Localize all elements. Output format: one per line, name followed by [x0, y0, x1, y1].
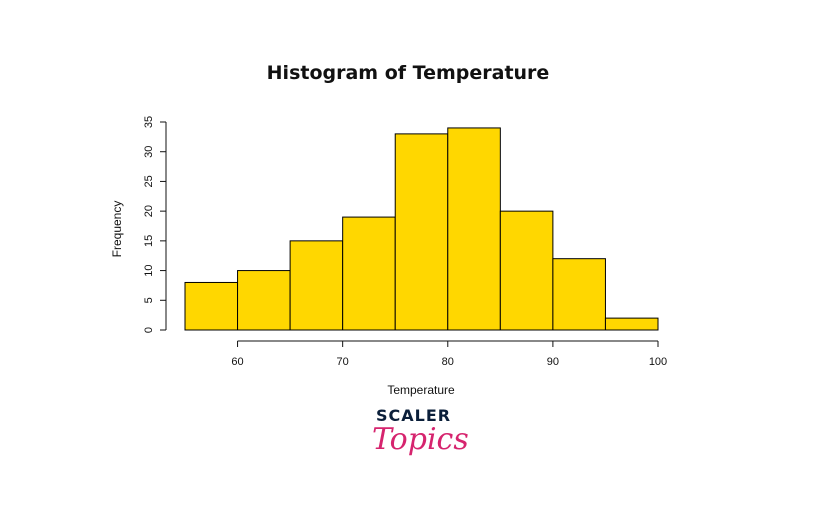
- y-tick-label: 20: [143, 205, 155, 217]
- logo-scaler-text: SCALER: [376, 406, 452, 425]
- y-axis-label: Frequency: [110, 201, 124, 258]
- y-axis: 0 5 10 15 20 25 30 35: [143, 116, 167, 333]
- histogram-bar-65-70: [289, 240, 344, 331]
- x-axis: 60 70 80 90 100: [231, 340, 667, 368]
- histogram-bar-90-95: [552, 258, 606, 331]
- y-tick-label: 10: [143, 264, 155, 276]
- x-axis-label: Temperature: [387, 383, 455, 397]
- chart-title: Histogram of Temperature: [267, 62, 550, 84]
- y-tick-label: 25: [143, 175, 155, 187]
- y-tick-label: 5: [143, 297, 155, 303]
- histogram-bar-70-75: [342, 216, 396, 331]
- x-tick-label: 60: [231, 356, 243, 368]
- logo-topics-text: Topics: [372, 422, 469, 457]
- histogram-bar-80-85: [447, 127, 501, 331]
- x-tick-label: 100: [649, 356, 667, 368]
- y-tick-label: 35: [143, 116, 155, 128]
- y-tick-label: 30: [143, 146, 155, 158]
- histogram-bar-85-90: [499, 210, 554, 331]
- histogram-bar-95-100: [604, 317, 659, 331]
- x-tick-label: 80: [442, 356, 454, 368]
- x-tick-label: 70: [337, 356, 349, 368]
- scaler-topics-logo: SCALER Topics: [358, 404, 469, 474]
- histogram-bar-55-60: [184, 281, 239, 331]
- x-tick-label: 90: [547, 356, 559, 368]
- y-tick-label: 0: [143, 327, 155, 333]
- y-tick-label: 15: [143, 235, 155, 247]
- bars-group: [184, 127, 659, 331]
- histogram-bar-60-65: [237, 270, 291, 331]
- histogram-bar-75-80: [394, 133, 449, 331]
